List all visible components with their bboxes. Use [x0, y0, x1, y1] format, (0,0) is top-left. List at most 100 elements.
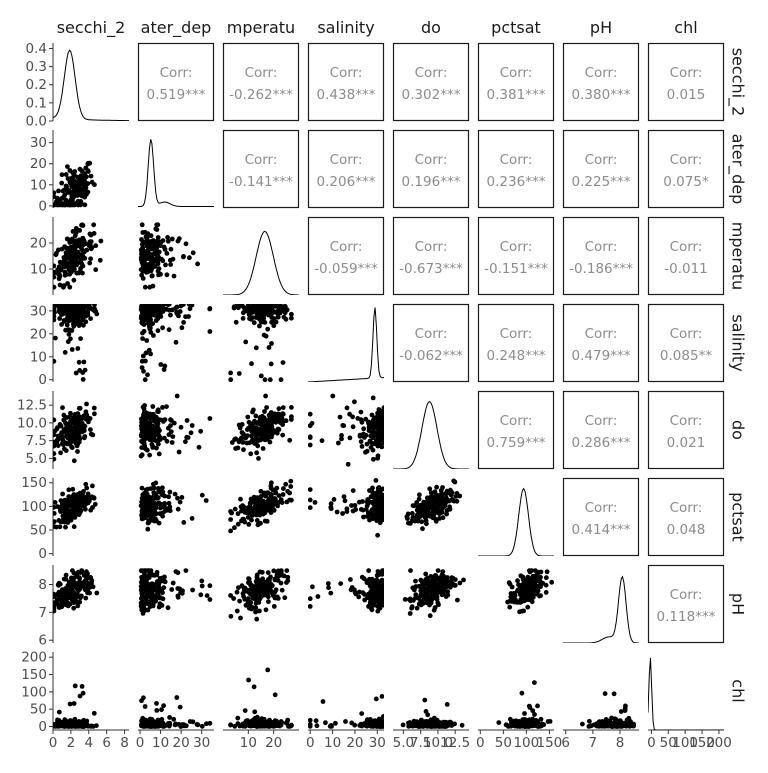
- scatter-point: [191, 250, 196, 255]
- scatter-panel: [52, 482, 98, 530]
- scatter-point: [371, 506, 376, 511]
- scatter-point: [72, 278, 77, 283]
- scatter-point: [142, 403, 147, 408]
- scatter-point: [75, 449, 80, 454]
- x-tick-label: 12.5: [440, 735, 470, 751]
- scatter-point: [330, 394, 335, 399]
- scatter-point: [90, 494, 95, 499]
- scatter-point: [412, 503, 417, 508]
- scatter-point: [59, 181, 64, 186]
- y-tick-label: 20: [30, 326, 47, 342]
- scatter-point: [208, 721, 213, 726]
- scatter-point: [546, 719, 551, 724]
- scatter-point: [273, 590, 278, 595]
- scatter-point: [256, 522, 261, 527]
- scatter-point: [233, 446, 238, 451]
- correlation-label: Corr:: [245, 65, 278, 81]
- scatter-point: [434, 485, 439, 490]
- scatter-point: [339, 433, 344, 438]
- x-tick-label: 0: [49, 735, 58, 751]
- scatter-point: [267, 417, 272, 422]
- scatter-point: [53, 336, 58, 341]
- scatter-point: [70, 487, 75, 492]
- scatter-point: [72, 458, 77, 463]
- scatter-point: [308, 443, 313, 448]
- scatter-point: [439, 494, 444, 499]
- correlation-value: -0.062***: [399, 348, 463, 364]
- correlation-value: -0.141***: [229, 174, 293, 190]
- scatter-point: [155, 421, 160, 426]
- scatter-point: [360, 499, 365, 504]
- scatter-point: [68, 702, 73, 707]
- scatter-point: [55, 425, 60, 430]
- y-tick-label: 100: [21, 684, 47, 700]
- scatter-point: [332, 497, 337, 502]
- scatter-point: [52, 444, 57, 449]
- scatter-point: [67, 495, 72, 500]
- scatter-point: [263, 502, 268, 507]
- x-tick-label: 100: [513, 735, 539, 751]
- scatter-point: [424, 508, 429, 513]
- scatter-point: [159, 707, 164, 712]
- scatter-point: [266, 302, 271, 307]
- scatter-point: [52, 264, 57, 269]
- scatter-point: [264, 405, 269, 410]
- scatter-point: [85, 722, 90, 727]
- scatter-point: [158, 362, 163, 367]
- scatter-point: [82, 573, 87, 578]
- scatter-point: [381, 409, 386, 414]
- scatter-point: [267, 345, 272, 350]
- y-tick-label: 5.0: [26, 451, 47, 467]
- scatter-point: [91, 724, 96, 729]
- scatter-point: [87, 416, 92, 421]
- scatter-point: [416, 510, 421, 515]
- scatter-point: [200, 584, 205, 589]
- correlation-label: Corr:: [585, 413, 618, 429]
- scatter-point: [262, 333, 267, 338]
- scatter-point: [183, 439, 188, 444]
- scatter-point: [455, 598, 460, 603]
- scatter-point: [200, 724, 205, 729]
- scatter-point: [200, 493, 205, 498]
- correlation-value: 0.286***: [572, 435, 631, 451]
- scatter-point: [165, 272, 170, 277]
- scatter-point: [70, 347, 75, 352]
- scatter-point: [140, 452, 145, 457]
- correlation-value: 0.414***: [572, 522, 631, 538]
- scatter-point: [69, 421, 74, 426]
- scatter-point: [249, 424, 254, 429]
- scatter-point: [359, 410, 364, 415]
- scatter-point: [530, 708, 535, 713]
- scatter-point: [204, 498, 209, 503]
- scatter-point: [281, 360, 286, 365]
- scatter-point: [75, 346, 80, 351]
- correlation-label: Corr:: [330, 152, 363, 168]
- correlation-label: Corr:: [500, 152, 533, 168]
- column-strip-label: do: [421, 18, 441, 37]
- scatter-point: [57, 309, 62, 314]
- scatter-point: [66, 518, 71, 523]
- scatter-point: [67, 332, 72, 337]
- scatter-point: [410, 511, 415, 516]
- scatter-point: [60, 587, 65, 592]
- y-tick-label: 150: [21, 667, 47, 683]
- x-tick-label: 6: [102, 735, 111, 751]
- scatter-point: [371, 457, 376, 462]
- scatter-point: [243, 708, 248, 713]
- correlation-label: Corr:: [500, 65, 533, 81]
- correlation-label: Corr:: [585, 152, 618, 168]
- y-tick-label: 10: [30, 262, 47, 278]
- scatter-panel: [230, 394, 294, 461]
- scatter-point: [89, 174, 94, 179]
- scatter-point: [180, 495, 185, 500]
- scatter-point: [75, 502, 80, 507]
- y-tick-label: 30: [30, 135, 47, 151]
- correlation-label: Corr:: [670, 500, 703, 516]
- scatter-point: [70, 587, 75, 592]
- scatter-point: [177, 450, 182, 455]
- scatter-point: [140, 230, 145, 235]
- scatter-point: [284, 568, 289, 573]
- scatter-point: [142, 262, 147, 267]
- scatter-point: [444, 512, 449, 517]
- scatter-point: [85, 583, 90, 588]
